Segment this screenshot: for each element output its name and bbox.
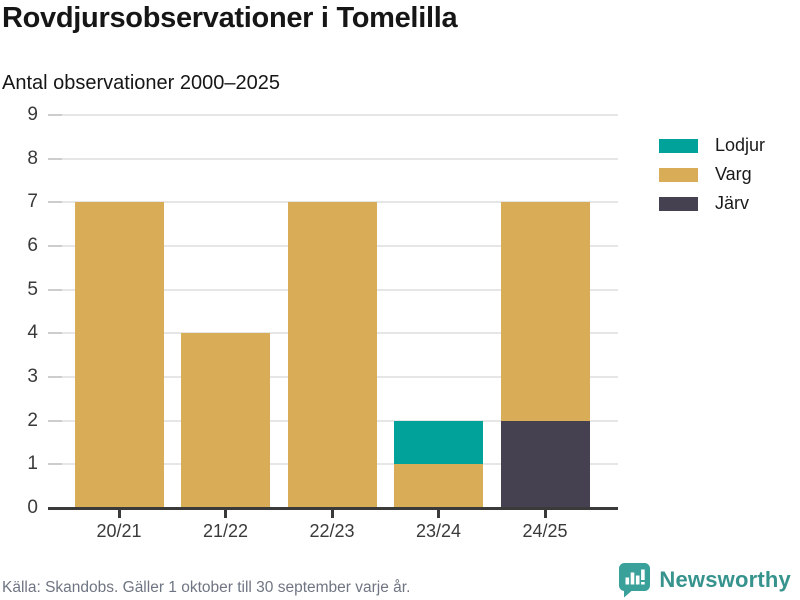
y-axis-tick-label: 4 xyxy=(27,322,38,344)
legend-swatch xyxy=(659,167,698,182)
legend-item-järv: Järv xyxy=(659,193,765,214)
bar-segment-varg-24-25 xyxy=(500,202,590,421)
newsworthy-logo-icon xyxy=(618,562,651,598)
y-axis-tick-label: 8 xyxy=(27,147,38,169)
x-tick xyxy=(437,510,440,518)
x-tick xyxy=(117,510,121,518)
y-tick xyxy=(48,114,62,116)
legend-label: Lodjur xyxy=(715,135,766,155)
x-axis xyxy=(48,507,618,510)
bar-segment-järv-24-25 xyxy=(500,420,590,508)
legend-item-lodjur: Lodjur xyxy=(659,135,765,156)
y-axis-tick-label: 6 xyxy=(27,235,38,256)
x-axis-tick-label: 20/21 xyxy=(96,521,142,541)
bar-segment-varg-21-22 xyxy=(181,333,270,508)
legend-label: Varg xyxy=(715,164,752,184)
gridline xyxy=(62,157,618,160)
x-tick xyxy=(330,510,334,518)
legend: Lodjur Varg Järv xyxy=(659,135,765,222)
x-axis-tick-label: 23/24 xyxy=(415,521,462,541)
gridline xyxy=(62,114,618,116)
y-axis-tick-label: 1 xyxy=(27,453,38,475)
y-tick xyxy=(48,157,62,160)
x-tick xyxy=(543,510,547,518)
x-axis-tick-label: 21/22 xyxy=(202,521,249,541)
y-tick xyxy=(48,463,62,466)
bar-segment-varg-20-21 xyxy=(74,202,164,508)
y-tick xyxy=(48,376,62,378)
y-tick xyxy=(48,332,62,335)
y-axis-tick-label: 0 xyxy=(27,497,38,518)
y-axis-tick-label: 2 xyxy=(27,409,38,431)
legend-label: Järv xyxy=(715,193,750,213)
legend-swatch xyxy=(659,196,698,211)
chart-subtitle: Antal observationer 2000–2025 xyxy=(2,72,280,94)
bar-segment-lodjur-23-24 xyxy=(394,420,483,465)
y-tick xyxy=(48,245,62,247)
y-axis-tick-label: 5 xyxy=(27,278,38,300)
y-axis-tick-label: 7 xyxy=(27,191,38,213)
legend-swatch xyxy=(659,138,698,153)
newsworthy-wordmark: Newsworthy xyxy=(659,567,791,592)
bar-segment-varg-22-23 xyxy=(287,202,377,508)
x-axis-tick-label: 22/23 xyxy=(309,521,355,541)
page-title: Rovdjursobservationer i Tomelilla xyxy=(2,2,458,34)
newsworthy-logo: Newsworthy xyxy=(618,562,791,598)
bar-segment-varg-23-24 xyxy=(394,464,483,508)
x-tick xyxy=(224,510,227,518)
source-note: Källa: Skandobs. Gäller 1 oktober till 3… xyxy=(2,579,411,596)
y-tick xyxy=(48,201,62,204)
y-tick xyxy=(48,288,62,291)
legend-item-varg: Varg xyxy=(659,164,765,185)
y-tick xyxy=(48,419,62,422)
y-axis-tick-label: 9 xyxy=(27,104,38,125)
x-axis-tick-label: 24/25 xyxy=(522,521,568,541)
y-axis-tick-label: 3 xyxy=(27,366,38,387)
